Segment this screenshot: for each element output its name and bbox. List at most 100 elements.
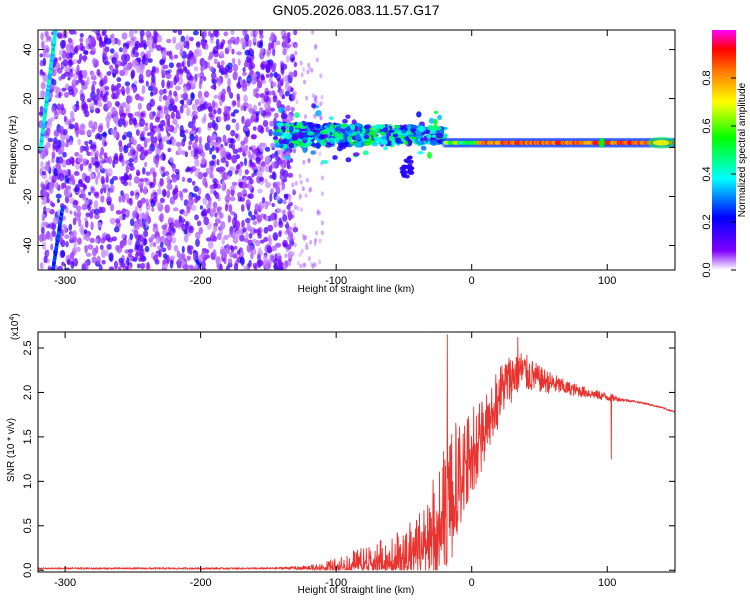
spectrogram-cell <box>308 66 312 72</box>
spectrogram-cell <box>250 250 254 260</box>
spectrogram-cell <box>68 223 73 231</box>
spectrogram-cell <box>121 32 128 40</box>
spectrogram-cell <box>182 264 189 270</box>
spectrogram-cell <box>143 126 147 134</box>
spectrogram-cell <box>277 79 282 87</box>
spectrogram-cell <box>140 146 145 154</box>
spectrogram-cell <box>305 177 309 183</box>
colorbar-tick-label: 0.8 <box>701 70 713 85</box>
spectrogram-cell <box>162 263 168 270</box>
spectrogram-cell <box>118 257 124 264</box>
spectrogram-cell <box>293 30 298 36</box>
spectrogram-cell <box>232 100 237 106</box>
spectrogram-cell <box>182 188 188 193</box>
spectrogram-cell <box>347 135 352 143</box>
spectrogram-cell <box>64 234 70 239</box>
spectrogram-cell <box>315 109 322 117</box>
spectrogram-cell <box>150 129 156 136</box>
spectrogram-cell <box>342 118 348 124</box>
spectrogram-cell <box>84 50 89 56</box>
spectrogram-cell <box>166 175 171 185</box>
spectrogram-cell <box>40 90 47 99</box>
spectrogram-cell <box>409 170 415 175</box>
spectrogram-cell <box>106 167 113 177</box>
spectrogram-cell <box>90 186 95 191</box>
spectrogram-cell <box>244 49 251 56</box>
spectrogram-cell <box>162 153 166 161</box>
spectrogram-cell <box>291 115 295 121</box>
snr-x-label: Height of straight line (km) <box>298 585 415 596</box>
spectrogram-cell <box>159 197 165 204</box>
spectrogram-cell <box>167 235 171 241</box>
spectrogram-cell <box>220 150 225 159</box>
spectrogram-cell <box>237 191 243 198</box>
spectrogram-cell <box>87 244 94 250</box>
spectrogram-cell <box>224 74 229 79</box>
spectrogram-cell <box>269 120 275 127</box>
spectrogram-cell <box>77 138 81 146</box>
spectrogram-cell <box>653 139 670 146</box>
spectrogram-cell <box>391 140 396 146</box>
spectrogram-cell <box>292 226 299 233</box>
spectrogram-cell <box>128 197 133 206</box>
spectrogram-cell <box>243 265 249 270</box>
spectrogram-cell <box>224 248 229 254</box>
spectrogram-cell <box>169 260 174 269</box>
spectrogram-cell <box>313 98 317 103</box>
spectrogram-cell <box>227 67 233 73</box>
spectrogram-cell <box>268 90 272 96</box>
spectrogram-cell <box>291 251 295 257</box>
spectrogram-cell <box>400 128 407 134</box>
spectrogram-cell <box>137 183 144 189</box>
spectrogram-cell <box>119 106 124 115</box>
spectrogram-cell <box>242 30 248 37</box>
spectrogram-cell <box>382 127 389 133</box>
spectrogram-cell <box>143 185 148 195</box>
spectrogram-cell <box>130 190 135 197</box>
spectrogram-cell <box>147 58 153 63</box>
spectrogram-cell <box>373 125 380 129</box>
spectrogram-cell <box>311 263 315 269</box>
spectrogram-cell <box>96 68 101 77</box>
spectrogram-cell <box>212 30 219 37</box>
spectrogram-cell <box>85 144 89 153</box>
spectrogram-cell <box>151 74 156 84</box>
snr-frame <box>37 331 676 573</box>
spectrogram-cell <box>136 57 142 63</box>
spectrogram-cell <box>106 243 112 250</box>
spectrogram-cell <box>271 245 277 252</box>
spectrogram-cell <box>216 206 223 211</box>
spectrogram-cell <box>256 228 261 237</box>
spectrogram-cell <box>350 124 356 131</box>
spectrogram-cell <box>106 112 112 120</box>
spectrogram-cell <box>139 67 144 75</box>
spectrogram-cell <box>93 98 98 106</box>
snr-line-layer <box>38 334 675 571</box>
spectrogram-cell <box>261 65 265 70</box>
spectrogram-cell <box>43 206 47 215</box>
snr-panel: -300 -200 -100 0 100 0.0 0.5 1.0 1.5 2.0 2.5 Heig… <box>6 313 676 596</box>
spectrogram-cell <box>111 236 117 242</box>
spectrogram-cell <box>161 50 167 58</box>
spectrogram-cell <box>60 182 65 190</box>
spectrogram-cell <box>233 213 238 221</box>
spectrogram-cell <box>91 256 97 264</box>
spectrogram-cell <box>92 247 97 257</box>
spectrogram-cell <box>250 214 256 221</box>
spectrogram-cell <box>173 90 178 97</box>
spectrogram-cell <box>248 210 253 217</box>
spectrogram-cell <box>252 148 258 154</box>
spectrogram-cell <box>240 37 246 46</box>
spectrogram-cell <box>355 141 363 148</box>
x-tick-label: -100 <box>325 275 347 287</box>
spectrogram-cell <box>220 146 226 153</box>
spectrogram-cell <box>145 50 151 60</box>
spectrogram-cell <box>93 214 100 220</box>
spectrogram-cell <box>172 105 178 113</box>
spectrogram-cell <box>141 85 146 95</box>
spectrogram-cell <box>306 69 310 75</box>
spectrogram-cell <box>152 255 159 262</box>
spectrogram-cell <box>90 156 95 165</box>
spectrogram-cell <box>404 174 410 179</box>
